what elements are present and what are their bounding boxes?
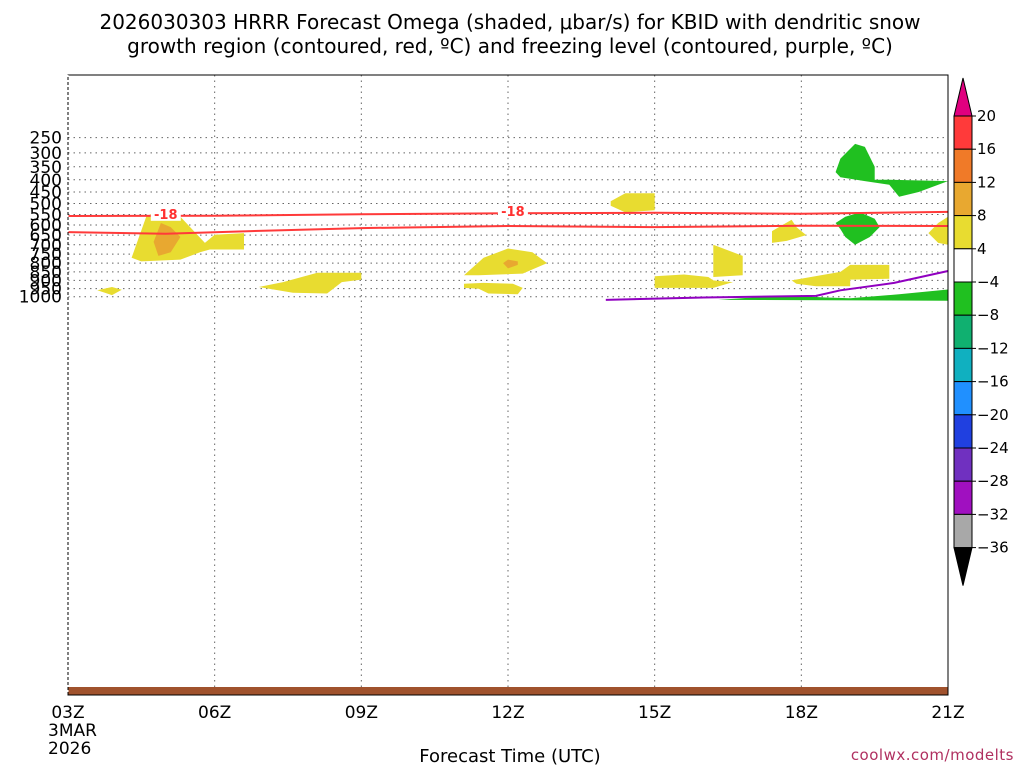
colorbar-label: 20 xyxy=(977,107,996,125)
chart-title-line2: growth region (contoured, red, ºC) and f… xyxy=(127,34,893,58)
colorbar-swatch xyxy=(953,181,973,217)
omega-region-green xyxy=(718,289,948,301)
omega-region-yellow xyxy=(713,244,743,277)
y-tick-label: 950 xyxy=(30,280,62,300)
colorbar-label: −16 xyxy=(977,373,1009,391)
colorbar-swatch xyxy=(953,314,973,349)
y-tick-label: 400 xyxy=(30,171,62,191)
colorbar-label: 4 xyxy=(977,240,987,258)
omega-region-yellow xyxy=(791,264,890,287)
contour-lines: -18 -18 xyxy=(67,204,949,301)
y-tick-label: 900 xyxy=(30,271,62,291)
colorbar-swatch xyxy=(953,115,973,150)
colorbar-swatch xyxy=(953,513,973,549)
colorbar-swatch xyxy=(953,381,973,416)
credit: coolwx.com/modelts xyxy=(851,746,1014,764)
omega-region-yellow xyxy=(464,282,523,295)
contour-label-bg xyxy=(150,206,181,221)
colorbar-label: −4 xyxy=(977,273,999,291)
colorbar-swatch xyxy=(953,281,973,316)
colorbar-swatch xyxy=(953,215,973,250)
colorbar-bottom-arrow xyxy=(953,547,973,586)
x-date-line1: 3MAR xyxy=(48,721,97,741)
y-tick-label: 800 xyxy=(30,254,62,274)
colorbar-label: 16 xyxy=(977,140,996,158)
colorbar-swatch xyxy=(953,148,973,183)
y-tick-label: 300 xyxy=(30,144,62,164)
x-tick-label: 09Z xyxy=(345,703,378,723)
colorbar-swatch xyxy=(953,480,973,515)
y-tick-label: 550 xyxy=(30,206,62,226)
y-tick-label: 750 xyxy=(30,245,62,265)
colorbar-label: −36 xyxy=(977,539,1009,557)
omega-region-yellow xyxy=(772,219,807,243)
x-tick-label: 21Z xyxy=(931,703,964,723)
colorbar-swatch xyxy=(953,248,973,283)
y-tick-label: 500 xyxy=(30,195,62,215)
colorbar-label: −28 xyxy=(977,472,1009,490)
y-axis: 2503003504004505005506006507007508008509… xyxy=(19,129,62,308)
isotherm-line xyxy=(67,224,949,235)
omega-region-green xyxy=(835,143,948,197)
x-tick-label: 18Z xyxy=(785,703,818,723)
x-tick-label: 15Z xyxy=(638,703,671,723)
colorbar-label: −12 xyxy=(977,339,1009,357)
x-tick-label: 12Z xyxy=(491,703,524,723)
colorbar-label: −24 xyxy=(977,439,1009,457)
colorbar-label: 8 xyxy=(977,207,987,225)
colorbar-swatch xyxy=(953,414,973,449)
colorbar-label: −32 xyxy=(977,505,1009,523)
colorbar: 20 16 12 8 4 −4 −8 −12 −16 −20 −24 −28 −32 −36 xyxy=(953,77,1009,586)
y-tick-label: 600 xyxy=(30,216,62,236)
y-tick-label: 650 xyxy=(30,226,62,246)
colorbar-swatch xyxy=(953,447,973,482)
y-tick-label: 450 xyxy=(30,183,62,203)
y-tick-label: 350 xyxy=(30,158,62,178)
plot-area: -18 -18 xyxy=(67,74,949,696)
plot-background xyxy=(68,75,948,695)
omega-region-yellow xyxy=(928,216,948,245)
ground-strip xyxy=(68,687,948,695)
omega-region-green xyxy=(835,212,880,245)
omega-region-yellow xyxy=(258,272,362,294)
omega-region-yellow xyxy=(610,193,655,213)
x-date-line2: 2026 xyxy=(48,739,91,759)
omega-region-orange xyxy=(503,259,518,269)
contour-label-bg xyxy=(497,204,528,219)
contour-label: -18 xyxy=(154,208,178,223)
chart-title-line1: 2026030303 HRRR Forecast Omega (shaded, … xyxy=(99,10,920,34)
colorbar-swatch xyxy=(953,347,973,383)
y-tick-label: 250 xyxy=(30,129,62,149)
colorbar-label: −8 xyxy=(977,306,999,324)
x-axis-label: Forecast Time (UTC) xyxy=(419,746,600,767)
colorbar-label: −20 xyxy=(977,406,1009,424)
omega-regions xyxy=(97,143,948,301)
x-tick-label: 06Z xyxy=(198,703,231,723)
colorbar-top-arrow xyxy=(953,77,973,117)
y-tick-label: 700 xyxy=(30,236,62,256)
omega-region-orange xyxy=(153,223,181,256)
freezing-level-line xyxy=(605,270,949,301)
y-tick-label: 1000 xyxy=(19,288,62,308)
contour-label: -18 xyxy=(501,205,525,220)
x-tick-label: 03Z xyxy=(51,703,84,723)
colorbar-label: 12 xyxy=(977,173,996,191)
omega-region-yellow xyxy=(97,287,122,296)
y-tick-label: 850 xyxy=(30,263,62,283)
omega-region-yellow xyxy=(654,274,733,288)
x-axis: 03Z 06Z 09Z 12Z 15Z 18Z 21Z xyxy=(51,703,964,723)
